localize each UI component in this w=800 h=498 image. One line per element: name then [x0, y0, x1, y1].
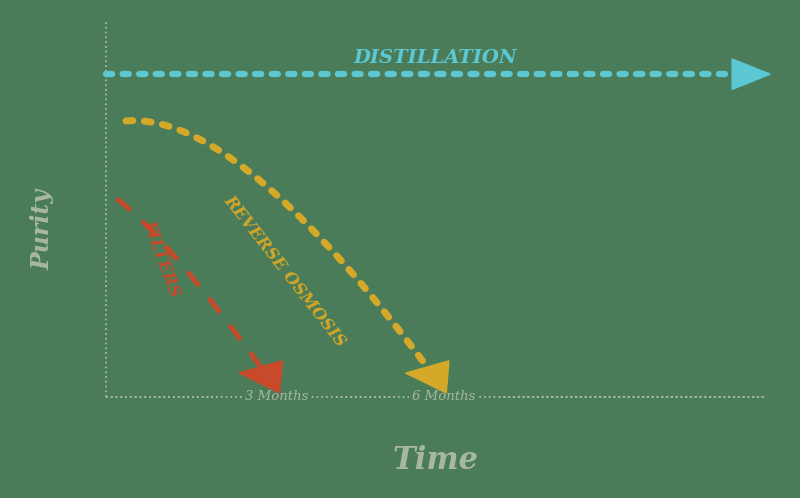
Polygon shape	[406, 361, 449, 393]
Text: REVERSE OSMOSIS: REVERSE OSMOSIS	[221, 192, 349, 350]
Text: 6 Months: 6 Months	[412, 390, 475, 403]
Polygon shape	[732, 59, 770, 90]
Polygon shape	[239, 361, 282, 393]
Text: Time: Time	[393, 445, 478, 476]
Text: FILTERS: FILTERS	[140, 218, 183, 300]
Text: DISTILLATION: DISTILLATION	[354, 49, 518, 67]
Text: Purity: Purity	[30, 189, 54, 270]
Text: 3 Months: 3 Months	[245, 390, 309, 403]
